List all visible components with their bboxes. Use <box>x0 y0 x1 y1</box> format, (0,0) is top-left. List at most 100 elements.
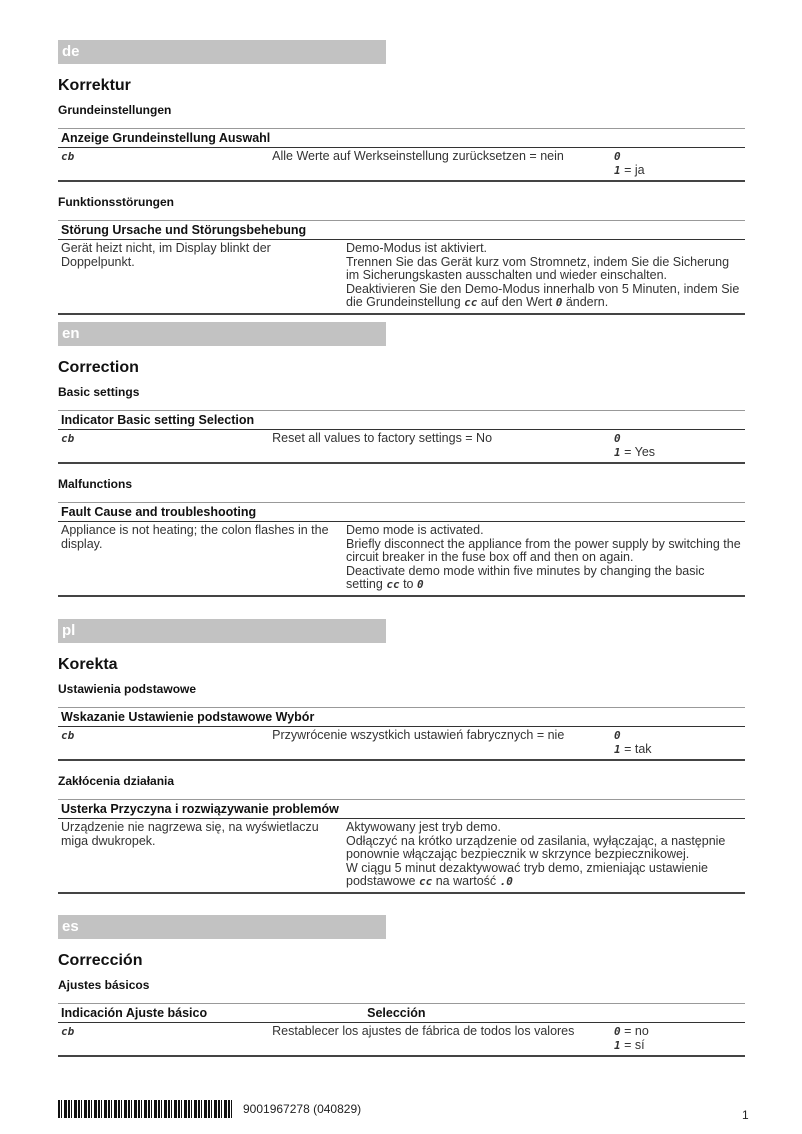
table-header: Fault Cause and troubleshooting <box>58 502 745 522</box>
solution-text: to <box>403 577 414 591</box>
header-cell: Anzeige Grundeinstellung Auswahl <box>58 128 611 148</box>
section-title: Korrektur <box>58 77 131 94</box>
problem-cell: Appliance is not heating; the colon flas… <box>58 521 343 597</box>
header-cell: Indicator Basic setting Selection <box>58 410 611 430</box>
table-row: Appliance is not heating; the colon flas… <box>58 521 745 597</box>
language-bar: de <box>58 40 386 64</box>
solution-line: Deactivate demo mode within five minutes… <box>346 563 705 591</box>
basic-settings-heading: Ustawienia podstawowe <box>58 682 197 696</box>
table-row: Gerät heizt nicht, im Display blinkt der… <box>58 239 745 315</box>
table-header: Indicación Ajuste básico Selección <box>58 1003 745 1023</box>
options-cell: 0 1 = ja <box>611 147 745 182</box>
table-row: Urządzenie nie nagrzewa się, na wyświetl… <box>58 818 745 894</box>
header-cell <box>611 410 745 430</box>
language-section: pl Korekta Ustawienia podstawowe Wskazan… <box>58 619 745 894</box>
display-code: cb <box>61 1025 75 1038</box>
basic-settings-heading: Grundeinstellungen <box>58 103 172 117</box>
document-code: 9001967278 (040829) <box>243 1102 362 1116</box>
header-text: Wskazanie Ustawienie podstawowe Wybór <box>61 710 315 724</box>
basic-settings-table: Anzeige Grundeinstellung Auswahl cb Alle… <box>58 128 745 182</box>
solution-cell: Demo mode is activated. Briefly disconnec… <box>343 521 745 597</box>
malfunctions-table: Usterka Przyczyna i rozwiązywanie proble… <box>58 799 745 894</box>
language-section: de Korrektur Grundeinstellungen Anzeige … <box>58 40 745 315</box>
header-cell <box>611 707 745 727</box>
display-code: cb <box>61 432 75 445</box>
table-row: cb Przywrócenie wszystkich ustawień fabr… <box>58 726 745 761</box>
options-cell: 0 1 = Yes <box>611 429 745 464</box>
solution-cell: Aktywowany jest tryb demo. Odłączyć na kr… <box>343 818 745 894</box>
display-code: cb <box>61 150 75 163</box>
basic-settings-table: Wskazanie Ustawienie podstawowe Wybór cb… <box>58 707 745 761</box>
header-cell: Indicación Ajuste básico Selección <box>58 1003 611 1023</box>
table-row: cb Reset all values to factory settings … <box>58 429 745 464</box>
basic-settings-table: Indicator Basic setting Selection cb Res… <box>58 410 745 464</box>
language-code: es <box>62 918 79 935</box>
page-number: 1 <box>742 1108 749 1122</box>
option-value: 0 <box>614 432 621 445</box>
display-code: cc <box>418 875 433 888</box>
table-header: Störung Ursache und Störungsbehebung <box>58 220 745 240</box>
language-bar: pl <box>58 619 386 643</box>
basic-settings-heading: Basic settings <box>58 385 140 399</box>
table-header: Indicator Basic setting Selection <box>58 410 745 430</box>
basic-settings-table: Indicación Ajuste básico Selección cb Res… <box>58 1003 745 1057</box>
option-label: = tak <box>624 741 652 756</box>
display-code: cb <box>61 729 75 742</box>
language-code: de <box>62 43 80 60</box>
language-code: pl <box>62 622 76 639</box>
malfunctions-heading: Malfunctions <box>58 477 132 491</box>
language-code: en <box>62 325 80 342</box>
option-value: 1 <box>614 445 621 459</box>
table-header: Wskazanie Ustawienie podstawowe Wybór <box>58 707 745 727</box>
options-cell: 0 1 = tak <box>611 726 745 761</box>
display-cell: cb <box>58 726 270 761</box>
option-label: = ja <box>624 162 645 177</box>
table-row: cb Restablecer los ajustes de fábrica de… <box>58 1022 745 1057</box>
display-code: cc <box>386 578 400 591</box>
header-text: Indicación Ajuste básico <box>61 1006 208 1020</box>
display-value: .0 <box>499 875 513 888</box>
solution-text: auf den Wert <box>480 295 553 309</box>
option-value: 1 <box>614 1038 621 1052</box>
section-title: Correction <box>58 359 139 376</box>
description-cell: Reset all values to factory settings = N… <box>269 429 611 464</box>
header-cell: Fault Cause and troubleshooting <box>58 502 745 522</box>
solution-line: Aktywowany jest tryb demo. <box>346 820 501 834</box>
solution-line: Demo mode is activated. <box>346 523 484 537</box>
display-cell: cb <box>58 147 270 182</box>
header-text: Anzeige Grundeinstellung Auswahl <box>61 131 271 145</box>
problem-cell: Urządzenie nie nagrzewa się, na wyświetl… <box>58 818 343 894</box>
display-value: 0 <box>416 578 424 591</box>
solution-line: Briefly disconnect the appliance from th… <box>346 536 741 564</box>
solution-text: ändern. <box>565 295 609 309</box>
option-label: = no <box>624 1024 649 1038</box>
table-header: Anzeige Grundeinstellung Auswahl <box>58 128 745 148</box>
header-cell <box>611 128 745 148</box>
description-cell: Alle Werte auf Werkseinstellung zurückse… <box>269 147 611 182</box>
solution-line: W ciągu 5 minut dezaktywować tryb demo, … <box>346 860 708 888</box>
display-cell: cb <box>58 1022 270 1057</box>
solution-line: Demo-Modus ist aktiviert. <box>346 241 488 255</box>
header-text: Indicator Basic setting Selection <box>61 413 255 427</box>
table-header: Usterka Przyczyna i rozwiązywanie proble… <box>58 799 745 819</box>
language-bar: en <box>58 322 386 346</box>
description-cell: Przywrócenie wszystkich ustawień fabrycz… <box>269 726 611 761</box>
problem-cell: Gerät heizt nicht, im Display blinkt der… <box>58 239 343 315</box>
malfunctions-table: Fault Cause and troubleshooting Applianc… <box>58 502 745 597</box>
malfunctions-heading: Zakłócenia działania <box>58 774 175 788</box>
malfunctions-table: Störung Ursache und Störungsbehebung Ger… <box>58 220 745 315</box>
option-value: 1 <box>614 742 621 756</box>
section-title: Korekta <box>58 656 118 673</box>
display-value: 0 <box>555 296 563 309</box>
footer: 9001967278 (040829) <box>58 1100 361 1118</box>
option-value: 1 <box>614 163 621 177</box>
description-cell: Restablecer los ajustes de fábrica de to… <box>269 1022 611 1057</box>
option-label: = Yes <box>624 444 656 459</box>
section-title: Corrección <box>58 952 143 969</box>
option-value: 0 <box>614 150 621 163</box>
header-cell <box>611 1003 745 1023</box>
barcode <box>58 1100 233 1118</box>
header-cell: Usterka Przyczyna i rozwiązywanie proble… <box>58 799 745 819</box>
display-code: cc <box>464 296 478 309</box>
